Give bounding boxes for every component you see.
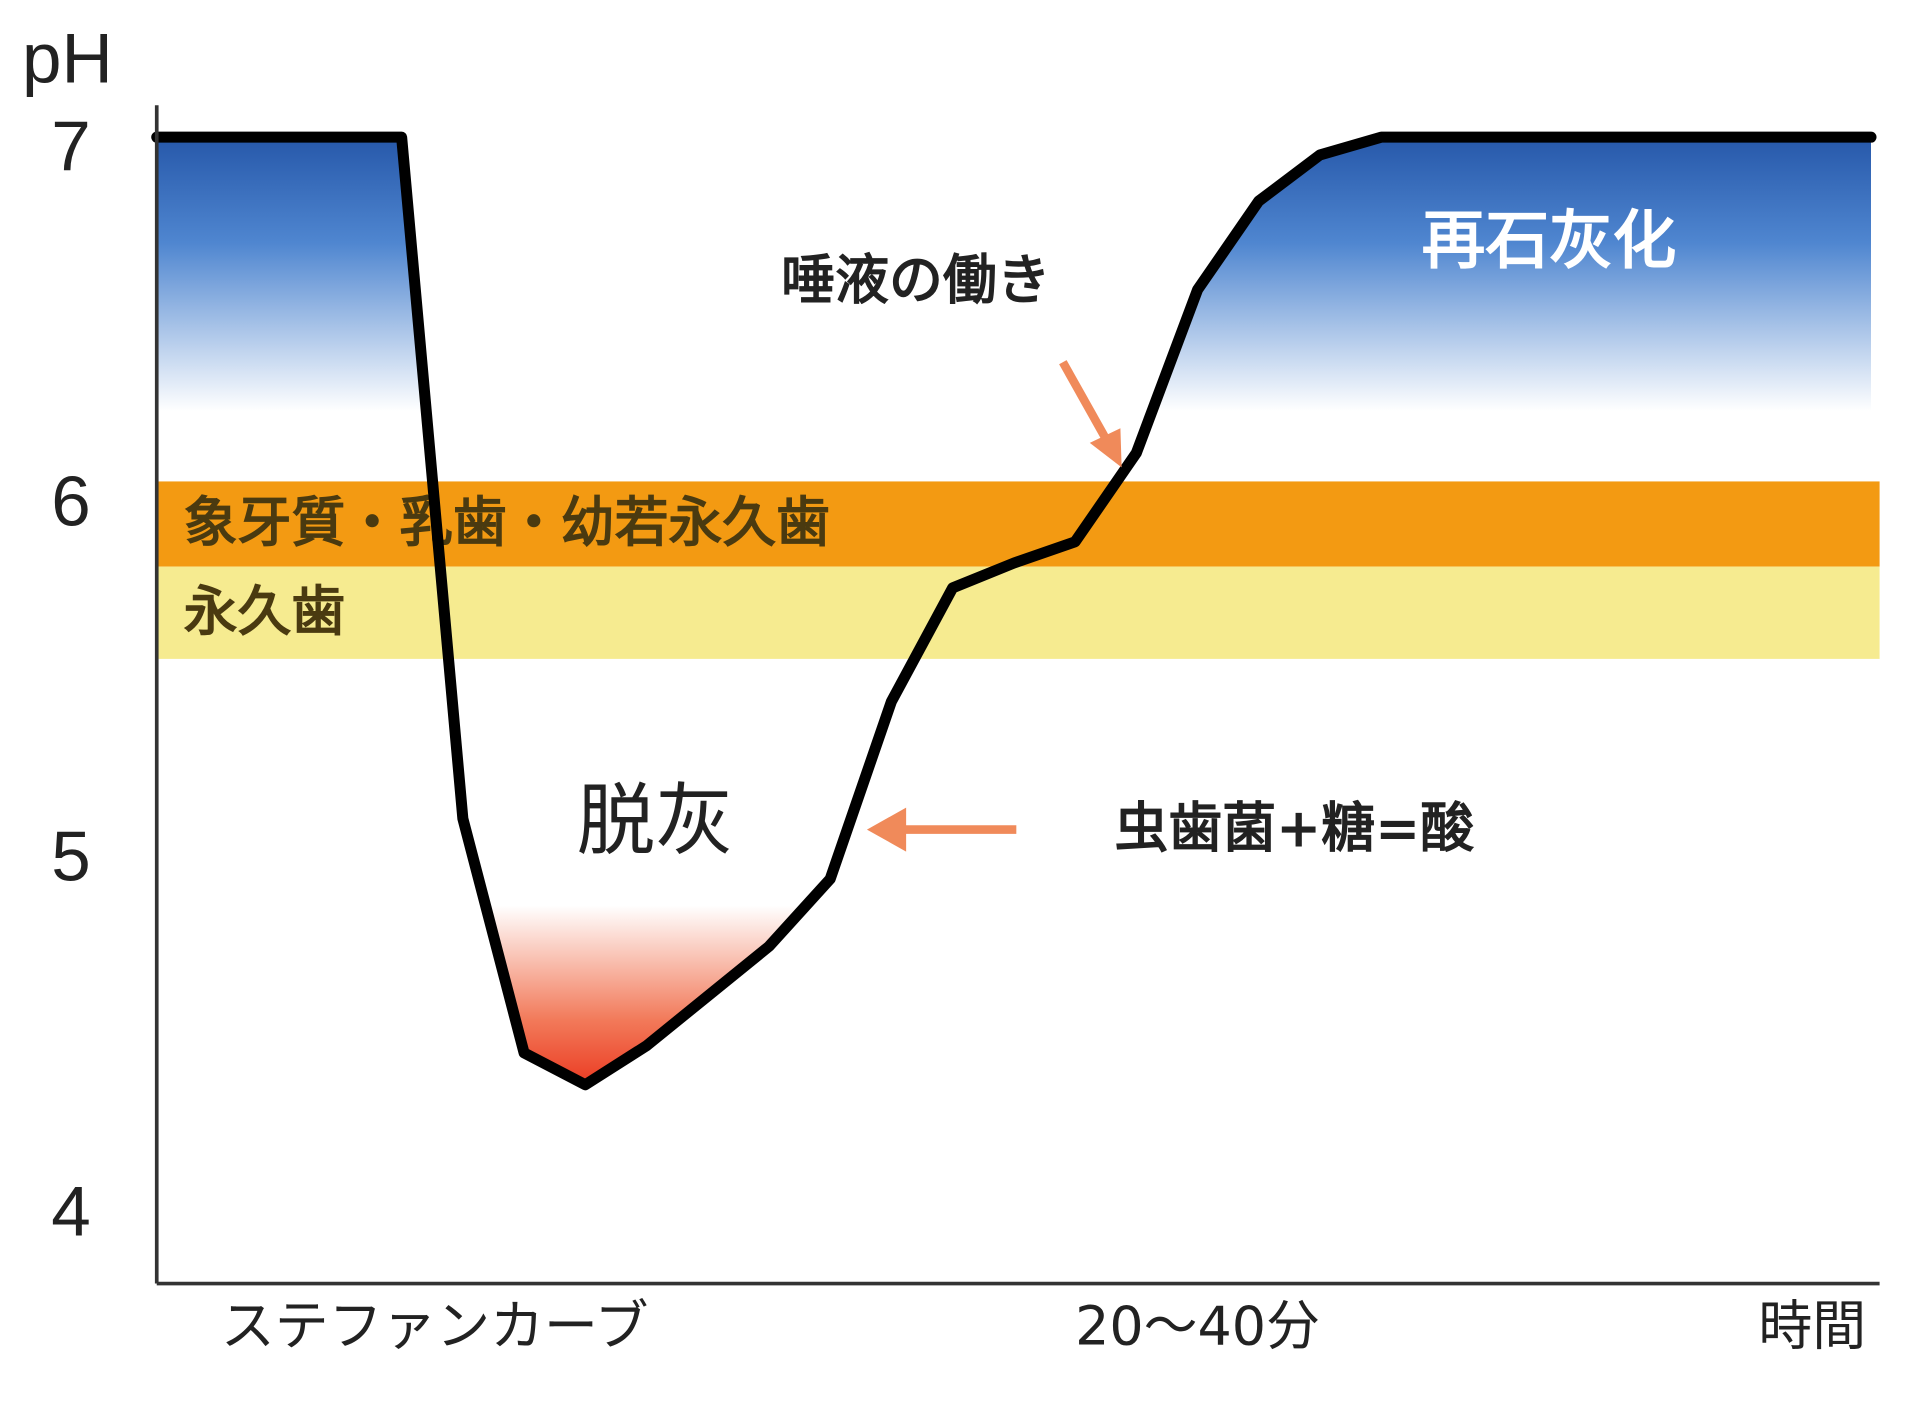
annotation: 脱灰: [577, 775, 734, 866]
demineralization-fill: [156, 905, 1872, 1085]
x-tick-label: 20〜40分: [1075, 1295, 1320, 1358]
caption: ステファンカーブ: [221, 1295, 649, 1358]
y-tick-label: 5: [51, 817, 90, 896]
annotation: 再石灰化: [1422, 204, 1677, 278]
arrow: [1059, 360, 1112, 446]
critical-band: [156, 566, 1880, 659]
arrow-head: [1089, 428, 1122, 468]
band-label: 永久歯: [184, 580, 346, 643]
marks: [151, 131, 1877, 1091]
line: [151, 131, 1877, 1091]
x-axis-label: 時間: [1758, 1295, 1866, 1358]
y-tick-label: 6: [51, 463, 90, 542]
annotation: 虫歯菌+糖=酸: [1114, 797, 1474, 860]
y-axis-label: pH: [22, 19, 113, 98]
annotation: 唾液の働き: [781, 249, 1050, 312]
arrow-head: [866, 807, 907, 852]
y-tick-label: 4: [51, 1172, 90, 1251]
y-tick-label: 7: [51, 108, 90, 187]
band-label: 象牙質・乳歯・幼若永久歯: [184, 491, 830, 554]
arrows: [866, 360, 1122, 852]
